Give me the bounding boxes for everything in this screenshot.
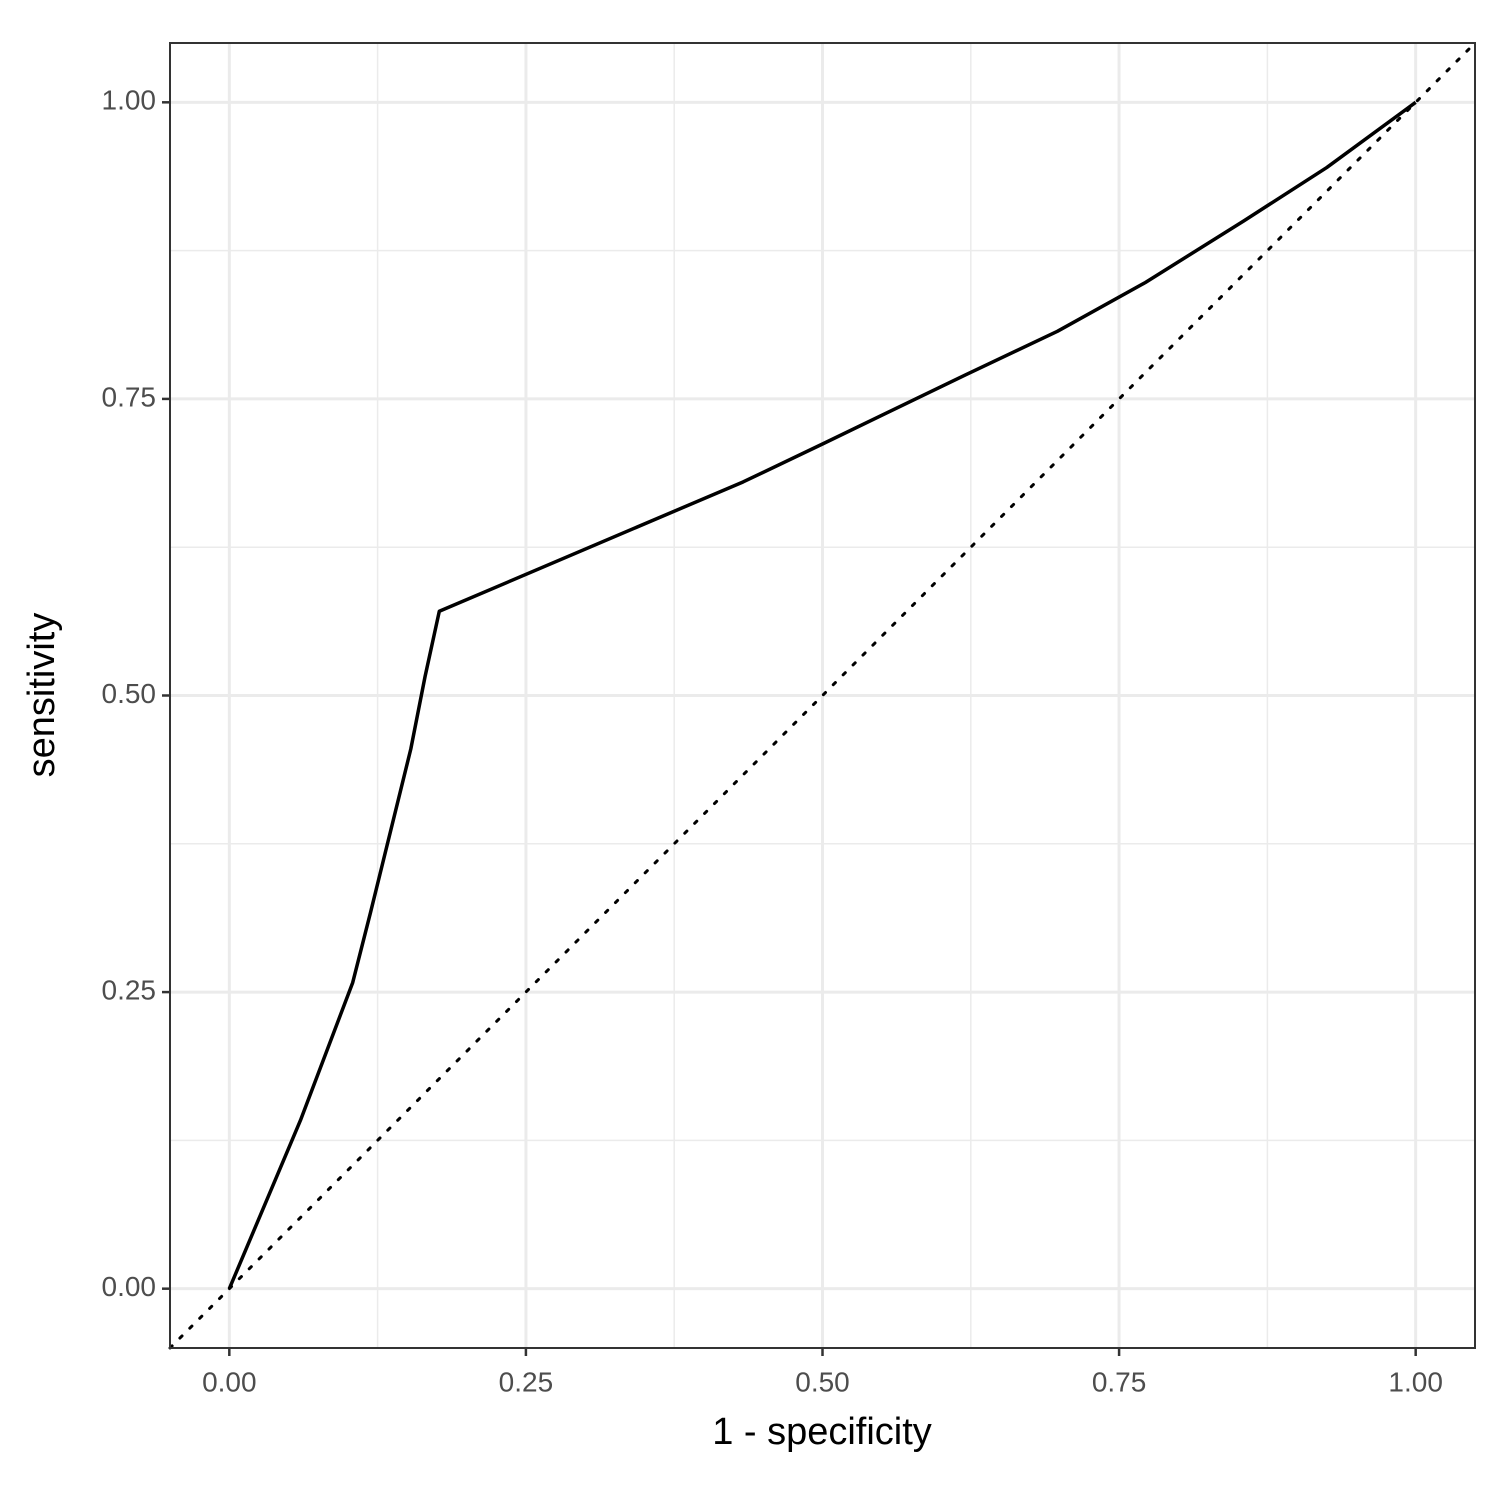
- y-tick-label: 0.00: [102, 1271, 157, 1302]
- roc-line: [227, 100, 1417, 1290]
- y-tick-label: 0.75: [102, 381, 157, 412]
- x-tick-label: 0.75: [1092, 1366, 1147, 1397]
- y-axis-title: sensitivity: [21, 613, 63, 778]
- x-tick-label: 0.25: [499, 1366, 554, 1397]
- x-tick-label: 0.50: [795, 1366, 850, 1397]
- reference-diagonal: [168, 41, 1477, 1350]
- x-tick-label: 1.00: [1388, 1366, 1443, 1397]
- panel-border: [169, 42, 1476, 1349]
- x-axis-title: 1 - specificity: [712, 1411, 932, 1453]
- y-tick-label: 0.50: [102, 678, 157, 709]
- y-tick-label: 1.00: [102, 85, 157, 116]
- y-tick-label: 0.25: [102, 974, 157, 1005]
- x-tick-label: 0.00: [202, 1366, 257, 1397]
